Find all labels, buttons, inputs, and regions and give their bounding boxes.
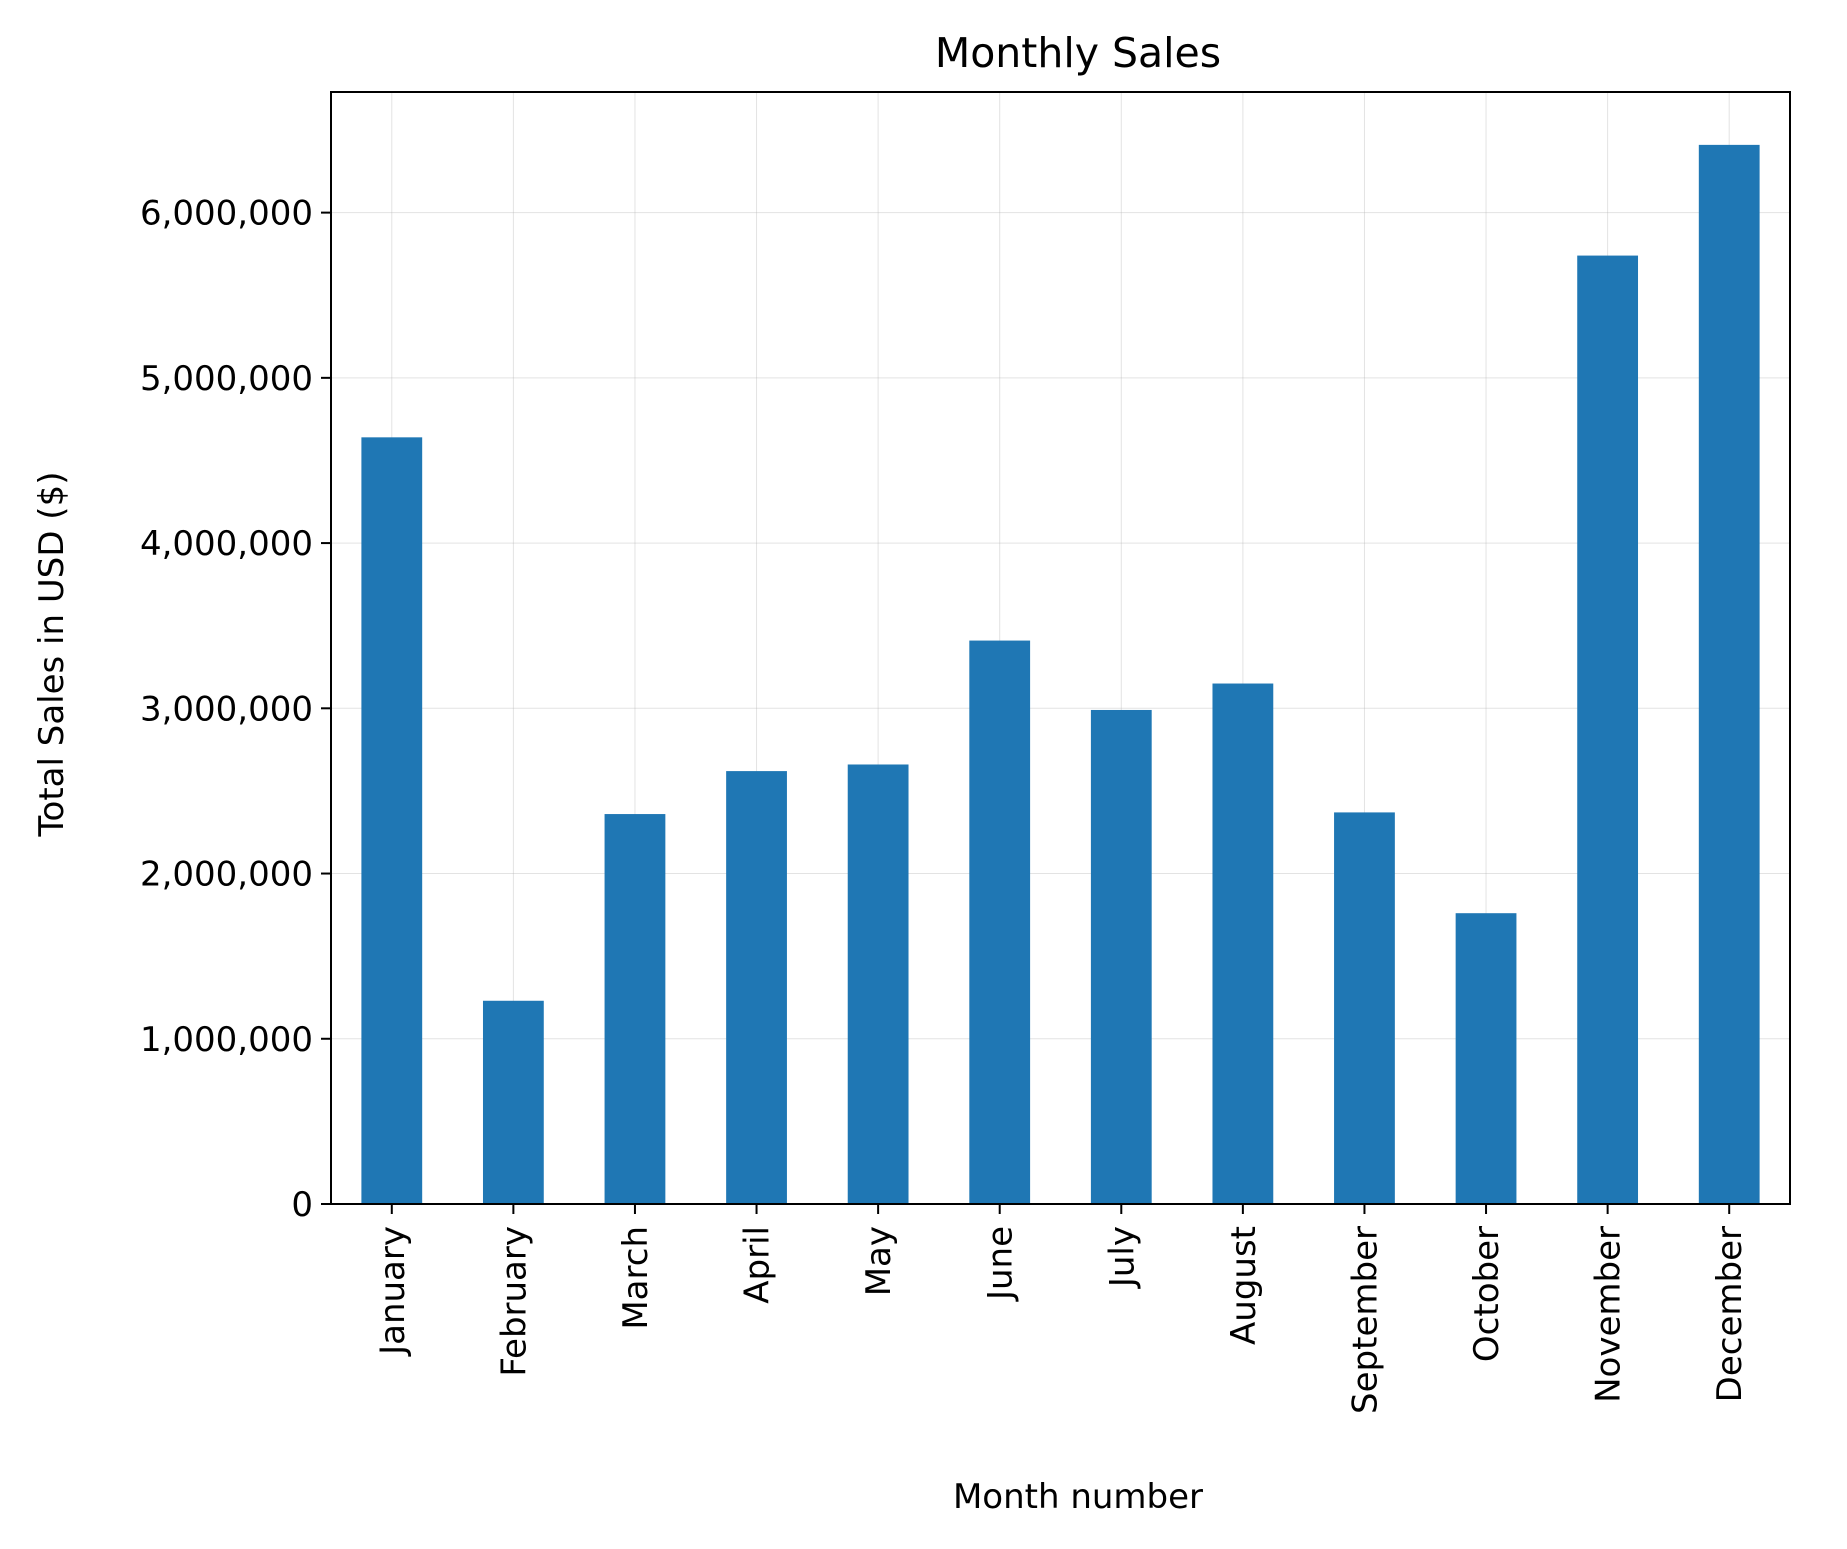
- bar-june: [969, 640, 1031, 1204]
- bar-may: [847, 764, 909, 1204]
- x-tick-label-october: October: [1467, 1226, 1507, 1362]
- bar-december: [1698, 144, 1760, 1205]
- x-tick-label-june: June: [981, 1226, 1021, 1302]
- x-tick-label-may: May: [859, 1226, 899, 1296]
- bar-september: [1334, 812, 1395, 1204]
- bar-january: [361, 437, 423, 1204]
- bar-april: [726, 771, 787, 1204]
- bar-july: [1090, 709, 1152, 1204]
- bars: [361, 144, 1760, 1205]
- y-tick-label: 0: [291, 1185, 313, 1225]
- y-tick-label: 4,000,000: [140, 524, 313, 564]
- y-tick-label: 6,000,000: [140, 194, 313, 234]
- y-axis-ticks: 0 1,000,000 2,000,000 3,000,000 4,000,000 5,0…: [140, 194, 331, 1225]
- x-tick-label-november: November: [1589, 1226, 1629, 1403]
- y-tick-label: 1,000,000: [140, 1020, 313, 1060]
- x-tick-label-july: July: [1102, 1226, 1142, 1289]
- x-tick-label-march: March: [616, 1226, 656, 1330]
- x-tick-label-august: August: [1224, 1226, 1264, 1345]
- bar-october: [1455, 913, 1517, 1204]
- y-tick-label: 3,000,000: [140, 689, 313, 729]
- chart-title: Monthly Sales: [935, 29, 1221, 77]
- x-axis-label: Month number: [953, 1477, 1203, 1517]
- y-axis-label: Total Sales in USD ($): [32, 472, 72, 838]
- bar-august: [1212, 683, 1274, 1204]
- bar-february: [482, 1000, 544, 1204]
- x-tick-label-january: January: [373, 1226, 413, 1357]
- x-axis-ticks: January February March April May June July Augu…: [373, 1204, 1750, 1414]
- plot-frame: [330, 91, 1791, 1205]
- x-tick-label-april: April: [738, 1226, 778, 1304]
- x-tick-label-december: December: [1710, 1226, 1750, 1402]
- bar-november: [1577, 255, 1639, 1204]
- y-tick-label: 2,000,000: [140, 855, 313, 895]
- y-tick-label: 5,000,000: [140, 359, 313, 399]
- x-tick-label-february: February: [494, 1226, 534, 1377]
- x-tick-label-september: September: [1345, 1226, 1385, 1414]
- bar-march: [604, 814, 666, 1204]
